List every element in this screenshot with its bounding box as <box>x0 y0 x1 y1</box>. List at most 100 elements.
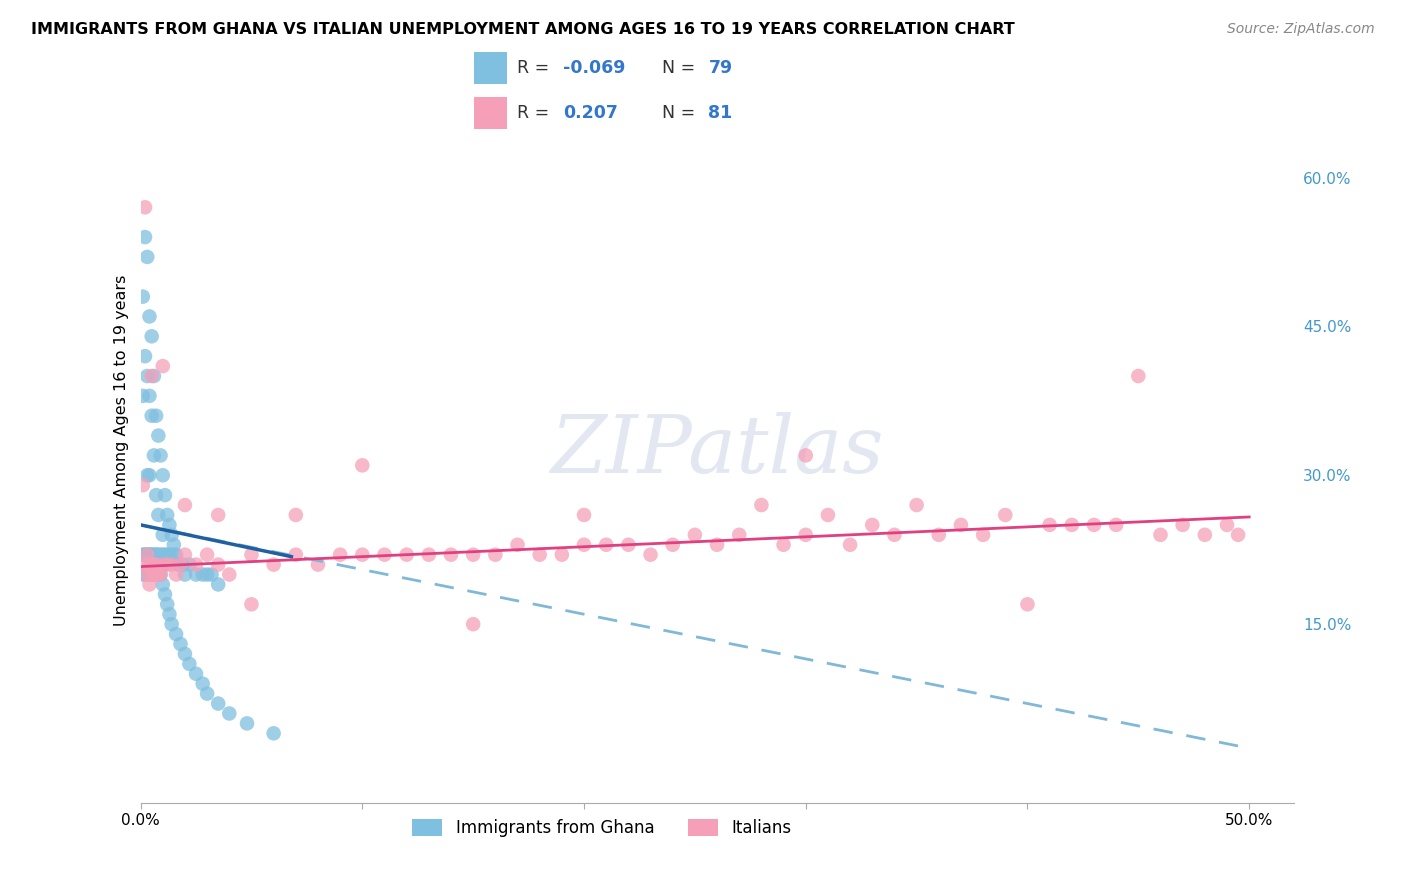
Point <box>839 538 862 552</box>
Point <box>169 558 191 572</box>
Point <box>352 548 374 562</box>
Point <box>184 558 207 572</box>
Point <box>136 369 159 384</box>
Point <box>134 200 156 214</box>
Point <box>138 310 160 324</box>
Point <box>149 449 172 463</box>
Point <box>156 597 179 611</box>
Point <box>138 548 160 562</box>
Point <box>994 508 1017 522</box>
Legend: Immigrants from Ghana, Italians: Immigrants from Ghana, Italians <box>406 813 797 844</box>
Point <box>142 369 165 384</box>
Point <box>163 538 186 552</box>
Point <box>136 548 159 562</box>
Point <box>1017 597 1039 611</box>
Point <box>141 329 163 343</box>
Text: -0.069: -0.069 <box>562 59 626 77</box>
Bar <box>474 97 508 129</box>
Point <box>484 548 506 562</box>
Point <box>1128 369 1150 384</box>
Point <box>263 558 285 572</box>
Point <box>136 468 159 483</box>
Point <box>284 548 307 562</box>
Point <box>1171 517 1194 532</box>
Point <box>145 548 167 562</box>
Point <box>207 577 229 591</box>
Point <box>218 706 240 721</box>
Point <box>169 558 191 572</box>
Point <box>207 508 229 522</box>
Point <box>794 449 817 463</box>
Point <box>145 409 167 423</box>
Text: IMMIGRANTS FROM GHANA VS ITALIAN UNEMPLOYMENT AMONG AGES 16 TO 19 YEARS CORRELAT: IMMIGRANTS FROM GHANA VS ITALIAN UNEMPLO… <box>31 22 1015 37</box>
Point <box>284 508 307 522</box>
Point <box>134 230 156 244</box>
Point <box>142 449 165 463</box>
Point <box>236 716 259 731</box>
Point <box>149 567 172 582</box>
Point <box>463 548 485 562</box>
Point <box>152 548 174 562</box>
Point <box>772 538 794 552</box>
Point <box>136 567 159 582</box>
Point <box>134 548 156 562</box>
Point <box>329 548 352 562</box>
Point <box>179 558 201 572</box>
Point <box>529 548 551 562</box>
Point <box>138 577 160 591</box>
Point <box>307 558 329 572</box>
Point <box>148 508 170 522</box>
Point <box>153 548 176 562</box>
Point <box>817 508 839 522</box>
Point <box>706 538 728 552</box>
Point <box>141 567 163 582</box>
Point <box>159 517 180 532</box>
Point <box>141 369 163 384</box>
Point <box>142 558 165 572</box>
Point <box>156 508 179 522</box>
Point <box>142 567 165 582</box>
Point <box>141 548 163 562</box>
Point <box>153 488 176 502</box>
Point <box>905 498 928 512</box>
Point <box>174 498 197 512</box>
Point <box>640 548 662 562</box>
Point <box>134 349 156 363</box>
Point <box>134 567 156 582</box>
Point <box>200 567 222 582</box>
Point <box>860 517 883 532</box>
Point <box>794 528 817 542</box>
Point <box>240 548 263 562</box>
Point <box>141 409 163 423</box>
Point <box>751 498 773 512</box>
Point <box>263 726 285 740</box>
Point <box>179 657 201 671</box>
Point <box>163 548 186 562</box>
Bar <box>474 52 508 84</box>
Point <box>145 488 167 502</box>
Point <box>1216 517 1239 532</box>
Point <box>1194 528 1216 542</box>
Point <box>1083 517 1105 532</box>
Point <box>174 647 197 661</box>
Point <box>661 538 683 552</box>
Point <box>156 558 179 572</box>
Point <box>148 428 170 442</box>
Point <box>184 666 207 681</box>
Point <box>165 627 187 641</box>
Point <box>152 558 174 572</box>
Text: N =: N = <box>662 104 702 122</box>
Point <box>153 558 176 572</box>
Point <box>352 458 374 473</box>
Text: 79: 79 <box>709 59 733 77</box>
Point <box>207 558 229 572</box>
Point <box>972 528 994 542</box>
Point <box>136 567 159 582</box>
Point <box>572 538 595 552</box>
Point <box>174 548 197 562</box>
Point <box>152 528 174 542</box>
Point <box>617 538 640 552</box>
Point <box>156 548 179 562</box>
Point <box>1039 517 1062 532</box>
Text: 0.207: 0.207 <box>562 104 619 122</box>
